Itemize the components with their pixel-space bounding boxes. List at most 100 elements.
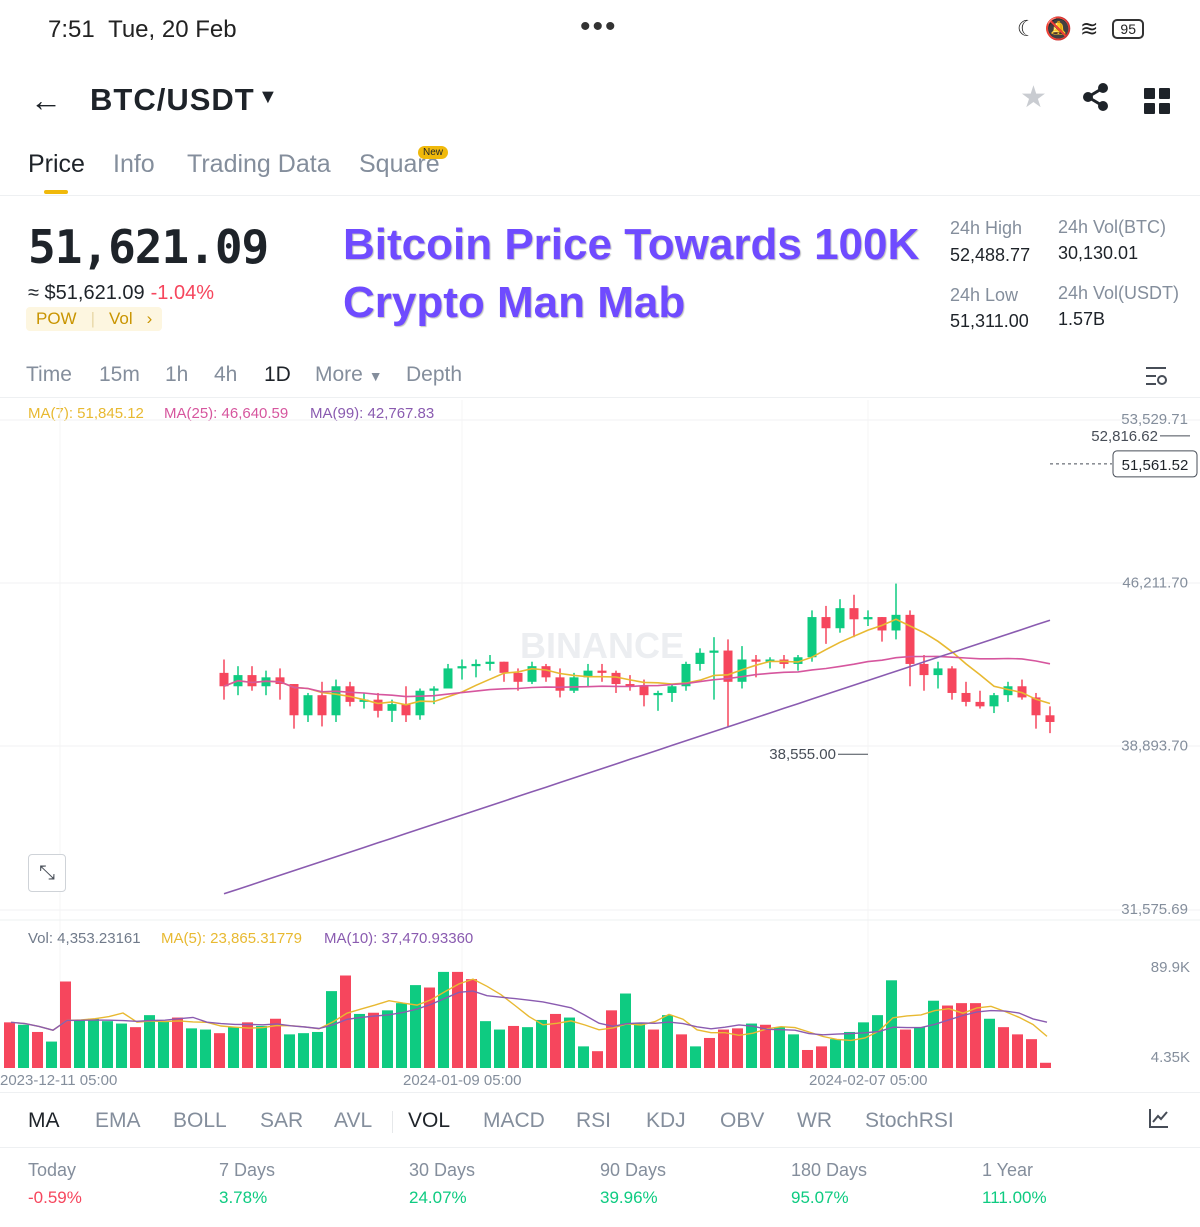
perf-1y-value: 111.00% (982, 1188, 1047, 1207)
volume-bar (410, 985, 421, 1068)
volume-bar (1026, 1039, 1037, 1068)
indicator-vol[interactable]: VOL (408, 1109, 451, 1132)
x-tick-label: 2023-12-11 05:00 (0, 1072, 117, 1089)
volume-bar (354, 1013, 365, 1068)
indicator-macd[interactable]: MACD (483, 1109, 545, 1132)
legend-ma7: MA(7): 51,845.12 (28, 405, 144, 422)
x-tick-label: 2024-02-07 05:00 (809, 1072, 927, 1089)
share-icon[interactable] (1082, 82, 1110, 117)
overlay-title: Bitcoin Price Towards 100K (343, 220, 920, 269)
indicator-sar[interactable]: SAR (260, 1109, 304, 1132)
volume-bar (956, 1003, 967, 1068)
indicator-avl[interactable]: AVL (334, 1109, 373, 1132)
interval-more-label: More (315, 363, 363, 386)
volume-bar (760, 1024, 771, 1068)
mute-bell-icon: 🔕 (1044, 16, 1072, 41)
volume-bar (998, 1027, 1009, 1068)
volume-bar (928, 1000, 939, 1068)
volume-bar (746, 1023, 757, 1068)
candle-body (1003, 686, 1013, 696)
indicator-stochrsi[interactable]: StochRSI (865, 1109, 954, 1132)
caret-down-icon[interactable]: ▼ (258, 86, 278, 108)
volume-bar (942, 1005, 953, 1068)
candle-body (751, 659, 761, 662)
interval-4h[interactable]: 4h (214, 363, 238, 386)
perf-7d-label: 7 Days (219, 1160, 276, 1180)
last-price-label: 51,561.52 (1122, 457, 1189, 474)
favorite-star-icon[interactable]: ★ (1020, 81, 1047, 114)
volume-bar (298, 1033, 309, 1068)
overlay-subtitle: Crypto Man Mab (343, 278, 686, 327)
volume-bar (312, 1031, 323, 1068)
interval-1h[interactable]: 1h (165, 363, 189, 386)
candle-body (569, 677, 579, 691)
indicator-wr[interactable]: WR (797, 1109, 832, 1132)
indicator-settings-icon[interactable] (1148, 1107, 1170, 1134)
indicator-ema[interactable]: EMA (95, 1109, 141, 1132)
indicator-ma[interactable]: MA (28, 1109, 60, 1132)
volume-bar (1012, 1034, 1023, 1068)
candle-body (387, 704, 397, 711)
tag-row[interactable]: POW | Vol › (26, 307, 163, 331)
chevron-right-icon[interactable]: › (146, 309, 153, 328)
volume-bar (32, 1031, 43, 1068)
tab-trading-data[interactable]: Trading Data (187, 150, 331, 178)
layout-grid-icon[interactable] (1144, 88, 1170, 114)
volume-bar (886, 980, 897, 1068)
perf-30d-value: 24.07% (409, 1188, 467, 1207)
tag-vol[interactable]: Vol (109, 309, 133, 328)
vol-tick-label: 4.35K (1151, 1049, 1190, 1066)
candle-body (485, 661, 495, 664)
interval-15m[interactable]: 15m (99, 363, 140, 386)
ma25-line (223, 655, 1051, 698)
candle-body (821, 617, 831, 629)
volume-bar (214, 1033, 225, 1068)
status-time-text: 7:51 (48, 16, 95, 43)
section-tabs: Price Info Trading Data Square New (0, 144, 1200, 196)
volume-bar (900, 1029, 911, 1068)
volume-bar (1040, 1062, 1051, 1068)
tab-price[interactable]: Price (28, 150, 85, 178)
candle-body (723, 650, 733, 682)
status-date: Tue, 20 Feb (108, 16, 237, 43)
indicator-kdj[interactable]: KDJ (646, 1109, 686, 1132)
chart-settings-icon[interactable] (1144, 364, 1168, 393)
candle-body (415, 690, 425, 716)
legend-vol-ma5: MA(5): 23,865.31779 (161, 930, 302, 947)
candlestick-chart[interactable]: BINANCE 53,529.71 46,211.70 38,893.70 31,575… (0, 400, 1200, 1090)
stat-low-label: 24h Low (950, 285, 1019, 305)
perf-90d-label: 90 Days (600, 1160, 667, 1180)
new-badge: New (418, 146, 449, 159)
expand-chart-icon[interactable]: ⤡ (28, 854, 66, 892)
candle-body (1031, 697, 1041, 716)
candle-body (835, 608, 845, 629)
indicator-boll[interactable]: BOLL (173, 1109, 227, 1132)
candle-body (919, 663, 929, 676)
moon-icon: ☾ (1016, 16, 1037, 41)
interval-more[interactable]: More ▼ (315, 363, 383, 387)
candle-body (359, 699, 369, 702)
indicator-obv[interactable]: OBV (720, 1109, 765, 1132)
tag-pow[interactable]: POW (36, 309, 77, 328)
interval-1d[interactable]: 1D (264, 363, 291, 386)
volume-bar (228, 1027, 239, 1068)
volume-bar (144, 1015, 155, 1068)
candle-body (989, 695, 999, 707)
more-dots-icon[interactable]: ••• (580, 10, 618, 43)
tab-info[interactable]: Info (113, 150, 155, 178)
pair-title[interactable]: BTC/USDT (90, 82, 255, 117)
stat-vol-usdt-value: 1.57B (1058, 309, 1106, 329)
interval-depth[interactable]: Depth (406, 363, 463, 386)
volume-bar (242, 1022, 253, 1068)
price-usd: ≈ $51,621.09 (28, 282, 145, 304)
candle-body (429, 688, 439, 691)
back-arrow-icon[interactable]: ← (30, 82, 62, 118)
candle-body (275, 677, 285, 685)
candle-body (695, 652, 705, 664)
perf-today-value: -0.59% (28, 1188, 82, 1207)
candle-body (709, 650, 719, 653)
volume-bar (536, 1019, 547, 1068)
indicator-rsi[interactable]: RSI (576, 1109, 612, 1132)
volume-bar (620, 993, 631, 1068)
interval-time[interactable]: Time (26, 363, 72, 386)
